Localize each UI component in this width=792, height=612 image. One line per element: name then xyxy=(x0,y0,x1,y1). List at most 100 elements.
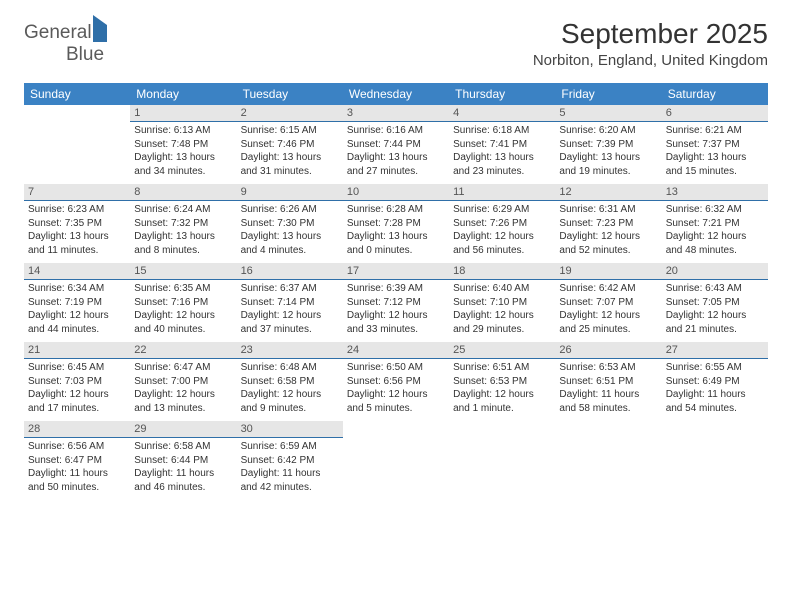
day-detail-line: Sunrise: 6:32 AM xyxy=(666,203,764,217)
empty-cell xyxy=(24,105,130,113)
calendar-body: 1Sunrise: 6:13 AMSunset: 7:48 PMDaylight… xyxy=(24,105,768,500)
day-detail-line: Sunset: 6:42 PM xyxy=(241,454,339,468)
day-detail-line: Daylight: 12 hours and 44 minutes. xyxy=(28,309,126,336)
day-details: Sunrise: 6:37 AMSunset: 7:14 PMDaylight:… xyxy=(237,280,343,342)
day-detail-line: Sunset: 7:14 PM xyxy=(241,296,339,310)
dow-sat: Saturday xyxy=(662,83,768,105)
day-detail-line: Daylight: 12 hours and 21 minutes. xyxy=(666,309,764,336)
calendar-cell: 28 Sunrise: 6:56 AMSunset: 6:47 PMDayligh… xyxy=(24,421,130,500)
day-detail-line: Sunrise: 6:34 AM xyxy=(28,282,126,296)
day-detail-line: Daylight: 12 hours and 48 minutes. xyxy=(666,230,764,257)
day-detail-line: Sunset: 7:05 PM xyxy=(666,296,764,310)
day-detail-line: Sunset: 7:30 PM xyxy=(241,217,339,231)
calendar-row: 7Sunrise: 6:23 AMSunset: 7:35 PMDaylight… xyxy=(24,184,768,263)
day-details: Sunrise: 6:18 AMSunset: 7:41 PMDaylight:… xyxy=(449,122,555,184)
day-detail-line: Sunset: 7:41 PM xyxy=(453,138,551,152)
day-detail-line: Daylight: 13 hours and 27 minutes. xyxy=(347,151,445,178)
day-detail-line: Daylight: 12 hours and 13 minutes. xyxy=(134,388,232,415)
day-detail-line: Daylight: 12 hours and 52 minutes. xyxy=(559,230,657,257)
calendar-cell xyxy=(662,421,768,500)
day-detail-line: Sunset: 7:44 PM xyxy=(347,138,445,152)
calendar-page: General Blue September 2025 Norbiton, En… xyxy=(0,0,792,518)
dow-row: Sunday Monday Tuesday Wednesday Thursday… xyxy=(24,83,768,105)
dow-sun: Sunday xyxy=(24,83,130,105)
day-detail-line: Daylight: 12 hours and 33 minutes. xyxy=(347,309,445,336)
calendar-cell: 25Sunrise: 6:51 AMSunset: 6:53 PMDayligh… xyxy=(449,342,555,421)
day-detail-line: Sunset: 6:47 PM xyxy=(28,454,126,468)
day-number: 22 xyxy=(130,342,236,359)
calendar-row: 1Sunrise: 6:13 AMSunset: 7:48 PMDaylight… xyxy=(24,105,768,184)
day-number: 5 xyxy=(555,105,661,122)
day-detail-line: Sunrise: 6:59 AM xyxy=(241,440,339,454)
day-number: 27 xyxy=(662,342,768,359)
calendar-cell: 5Sunrise: 6:20 AMSunset: 7:39 PMDaylight… xyxy=(555,105,661,184)
day-detail-line: Sunrise: 6:39 AM xyxy=(347,282,445,296)
day-detail-line: Sunset: 7:00 PM xyxy=(134,375,232,389)
day-detail-line: Daylight: 13 hours and 4 minutes. xyxy=(241,230,339,257)
day-number: 17 xyxy=(343,263,449,280)
logo-triangle-icon xyxy=(93,15,107,42)
calendar-row: 14Sunrise: 6:34 AMSunset: 7:19 PMDayligh… xyxy=(24,263,768,342)
day-number: 2 xyxy=(237,105,343,122)
day-detail-line: Sunrise: 6:15 AM xyxy=(241,124,339,138)
day-details: Sunrise: 6:53 AMSunset: 6:51 PMDaylight:… xyxy=(555,359,661,421)
calendar-cell: 2Sunrise: 6:15 AMSunset: 7:46 PMDaylight… xyxy=(237,105,343,184)
calendar-cell: 12Sunrise: 6:31 AMSunset: 7:23 PMDayligh… xyxy=(555,184,661,263)
day-details: Sunrise: 6:23 AMSunset: 7:35 PMDaylight:… xyxy=(24,201,130,263)
calendar-cell xyxy=(24,105,130,184)
day-detail-line: Sunset: 7:10 PM xyxy=(453,296,551,310)
day-details: Sunrise: 6:34 AMSunset: 7:19 PMDaylight:… xyxy=(24,280,130,342)
day-number: 7 xyxy=(24,184,130,201)
day-details: Sunrise: 6:50 AMSunset: 6:56 PMDaylight:… xyxy=(343,359,449,421)
day-detail-line: Daylight: 12 hours and 56 minutes. xyxy=(453,230,551,257)
logo-word2: Blue xyxy=(66,44,104,65)
day-details: Sunrise: 6:32 AMSunset: 7:21 PMDaylight:… xyxy=(662,201,768,263)
day-detail-line: Sunset: 7:07 PM xyxy=(559,296,657,310)
day-detail-line: Daylight: 11 hours and 54 minutes. xyxy=(666,388,764,415)
day-detail-line: Sunrise: 6:56 AM xyxy=(28,440,126,454)
empty-cell xyxy=(555,421,661,429)
day-number: 6 xyxy=(662,105,768,122)
day-detail-line: Daylight: 13 hours and 15 minutes. xyxy=(666,151,764,178)
day-details: Sunrise: 6:51 AMSunset: 6:53 PMDaylight:… xyxy=(449,359,555,421)
day-detail-line: Daylight: 12 hours and 5 minutes. xyxy=(347,388,445,415)
day-details: Sunrise: 6:24 AMSunset: 7:32 PMDaylight:… xyxy=(130,201,236,263)
calendar-cell: 11Sunrise: 6:29 AMSunset: 7:26 PMDayligh… xyxy=(449,184,555,263)
dow-wed: Wednesday xyxy=(343,83,449,105)
calendar-cell xyxy=(343,421,449,500)
calendar-cell: 24Sunrise: 6:50 AMSunset: 6:56 PMDayligh… xyxy=(343,342,449,421)
calendar-cell: 3Sunrise: 6:16 AMSunset: 7:44 PMDaylight… xyxy=(343,105,449,184)
day-details: Sunrise: 6:55 AMSunset: 6:49 PMDaylight:… xyxy=(662,359,768,421)
day-detail-line: Sunrise: 6:42 AM xyxy=(559,282,657,296)
day-details: Sunrise: 6:21 AMSunset: 7:37 PMDaylight:… xyxy=(662,122,768,184)
day-number: 28 xyxy=(24,421,130,438)
day-details: Sunrise: 6:31 AMSunset: 7:23 PMDaylight:… xyxy=(555,201,661,263)
day-details: Sunrise: 6:28 AMSunset: 7:28 PMDaylight:… xyxy=(343,201,449,263)
day-detail-line: Daylight: 13 hours and 34 minutes. xyxy=(134,151,232,178)
day-detail-line: Sunset: 7:16 PM xyxy=(134,296,232,310)
day-detail-line: Daylight: 13 hours and 23 minutes. xyxy=(453,151,551,178)
day-number: 24 xyxy=(343,342,449,359)
day-detail-line: Daylight: 13 hours and 31 minutes. xyxy=(241,151,339,178)
day-details: Sunrise: 6:29 AMSunset: 7:26 PMDaylight:… xyxy=(449,201,555,263)
day-number: 18 xyxy=(449,263,555,280)
day-details: Sunrise: 6:26 AMSunset: 7:30 PMDaylight:… xyxy=(237,201,343,263)
day-detail-line: Sunset: 7:35 PM xyxy=(28,217,126,231)
day-detail-line: Sunset: 6:49 PM xyxy=(666,375,764,389)
day-detail-line: Sunrise: 6:53 AM xyxy=(559,361,657,375)
day-detail-line: Daylight: 12 hours and 37 minutes. xyxy=(241,309,339,336)
day-number: 14 xyxy=(24,263,130,280)
day-detail-line: Daylight: 11 hours and 50 minutes. xyxy=(28,467,126,494)
day-detail-line: Daylight: 12 hours and 25 minutes. xyxy=(559,309,657,336)
day-details: Sunrise: 6:16 AMSunset: 7:44 PMDaylight:… xyxy=(343,122,449,184)
day-number: 29 xyxy=(130,421,236,438)
day-details: Sunrise: 6:43 AMSunset: 7:05 PMDaylight:… xyxy=(662,280,768,342)
calendar-cell: 27Sunrise: 6:55 AMSunset: 6:49 PMDayligh… xyxy=(662,342,768,421)
day-detail-line: Sunset: 6:51 PM xyxy=(559,375,657,389)
day-details: Sunrise: 6:42 AMSunset: 7:07 PMDaylight:… xyxy=(555,280,661,342)
day-detail-line: Daylight: 11 hours and 42 minutes. xyxy=(241,467,339,494)
day-details: Sunrise: 6:35 AMSunset: 7:16 PMDaylight:… xyxy=(130,280,236,342)
day-detail-line: Sunset: 6:58 PM xyxy=(241,375,339,389)
day-detail-line: Sunset: 7:03 PM xyxy=(28,375,126,389)
calendar-table: Sunday Monday Tuesday Wednesday Thursday… xyxy=(24,83,768,500)
